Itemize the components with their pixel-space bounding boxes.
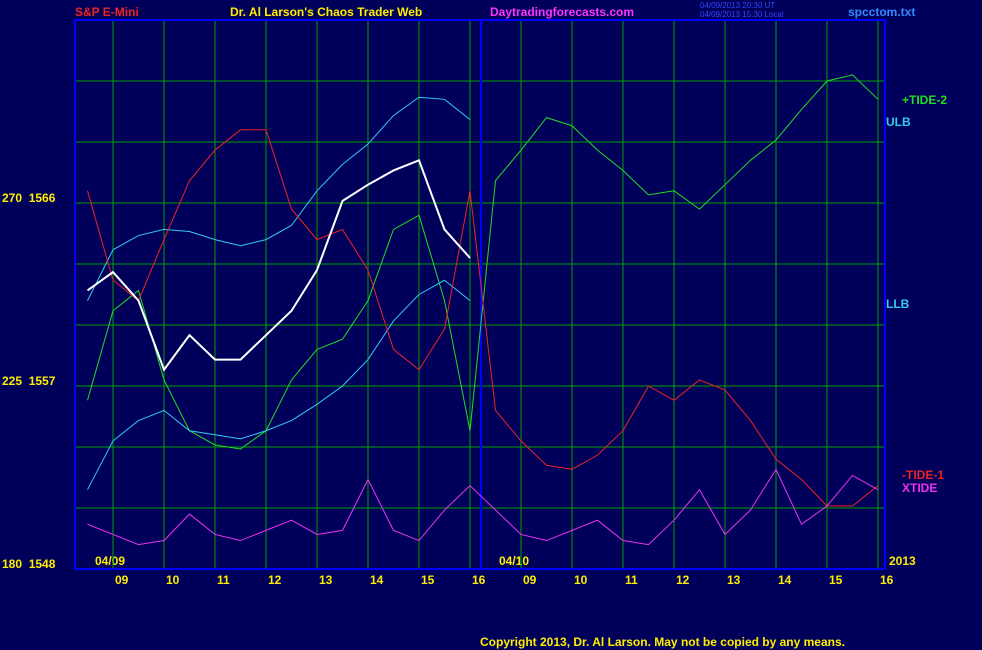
date-label: 04/10: [499, 554, 529, 568]
x-tick-label: 16: [472, 573, 486, 587]
x-tick-label: 09: [523, 573, 537, 587]
series-label: XTIDE: [902, 481, 937, 495]
series-line: [87, 468, 879, 546]
series-label: LLB: [886, 297, 910, 311]
series-line: [87, 279, 471, 490]
symbol: S&P E-Mini: [75, 5, 139, 19]
file-name: spcctom.txt: [848, 5, 915, 19]
x-tick-label: 11: [217, 573, 230, 587]
x-tick-label: 11: [625, 573, 638, 587]
x-tick-label: 13: [319, 573, 333, 587]
date-label: 04/09: [95, 554, 125, 568]
x-tick-label: 09: [115, 573, 129, 587]
time-ut: 04/09/2013 20:30 UT: [700, 1, 775, 10]
x-tick-label: 15: [829, 573, 843, 587]
series-line: [87, 74, 879, 450]
x-tick-label: 14: [370, 573, 384, 587]
price-line: [86, 158, 471, 372]
site: Daytradingforecasts.com: [490, 5, 634, 19]
x-tick-label: 16: [880, 573, 894, 587]
x-tick-label: 10: [166, 573, 180, 587]
x-tick-label: 13: [727, 573, 741, 587]
x-tick-label: 12: [676, 573, 690, 587]
series-label: -TIDE-1: [902, 468, 944, 482]
y-tick-label: 225 1557: [2, 374, 56, 388]
series-line: [87, 129, 879, 507]
date-label: 2013: [889, 554, 916, 568]
y-tick-label: 180 1548: [2, 557, 56, 571]
series-line: [87, 96, 471, 301]
x-tick-label: 14: [778, 573, 792, 587]
copyright: Copyright 2013, Dr. Al Larson. May not b…: [480, 635, 845, 649]
y-tick-label: 270 1566: [2, 191, 56, 205]
time-local: 04/09/2013 15:30 Local: [700, 10, 784, 19]
x-tick-label: 10: [574, 573, 588, 587]
x-tick-label: 15: [421, 573, 435, 587]
chart-title: Dr. Al Larson's Chaos Trader Web: [230, 5, 422, 19]
series-label: ULB: [886, 115, 911, 129]
series-label: +TIDE-2: [902, 93, 947, 107]
x-tick-label: 12: [268, 573, 282, 587]
